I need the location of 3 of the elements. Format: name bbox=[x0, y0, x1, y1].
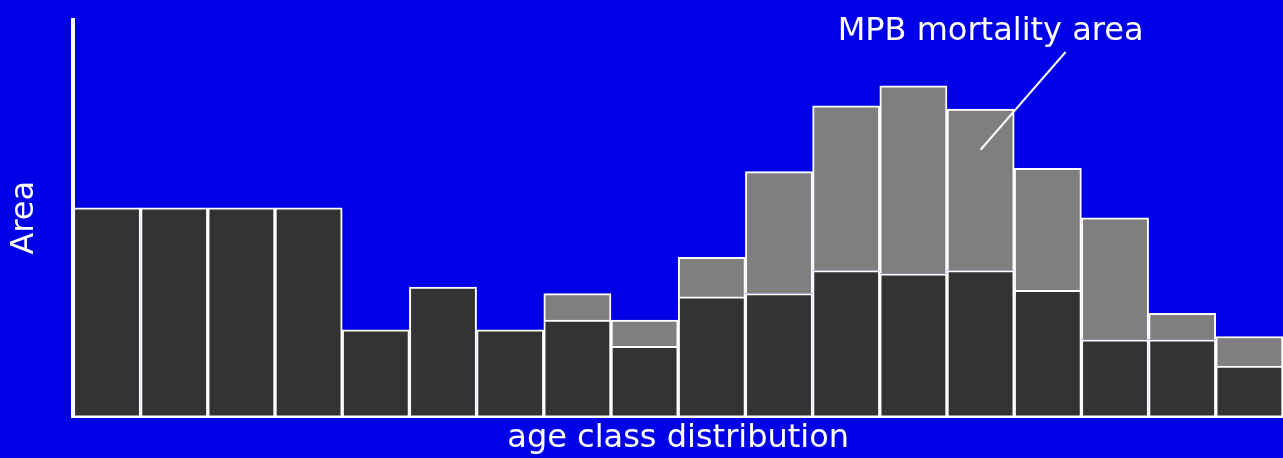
y-axis-title: Area bbox=[2, 180, 41, 255]
x-axis-title: age class distribution bbox=[507, 417, 850, 456]
series-label: MPB mortality area bbox=[837, 10, 1144, 48]
